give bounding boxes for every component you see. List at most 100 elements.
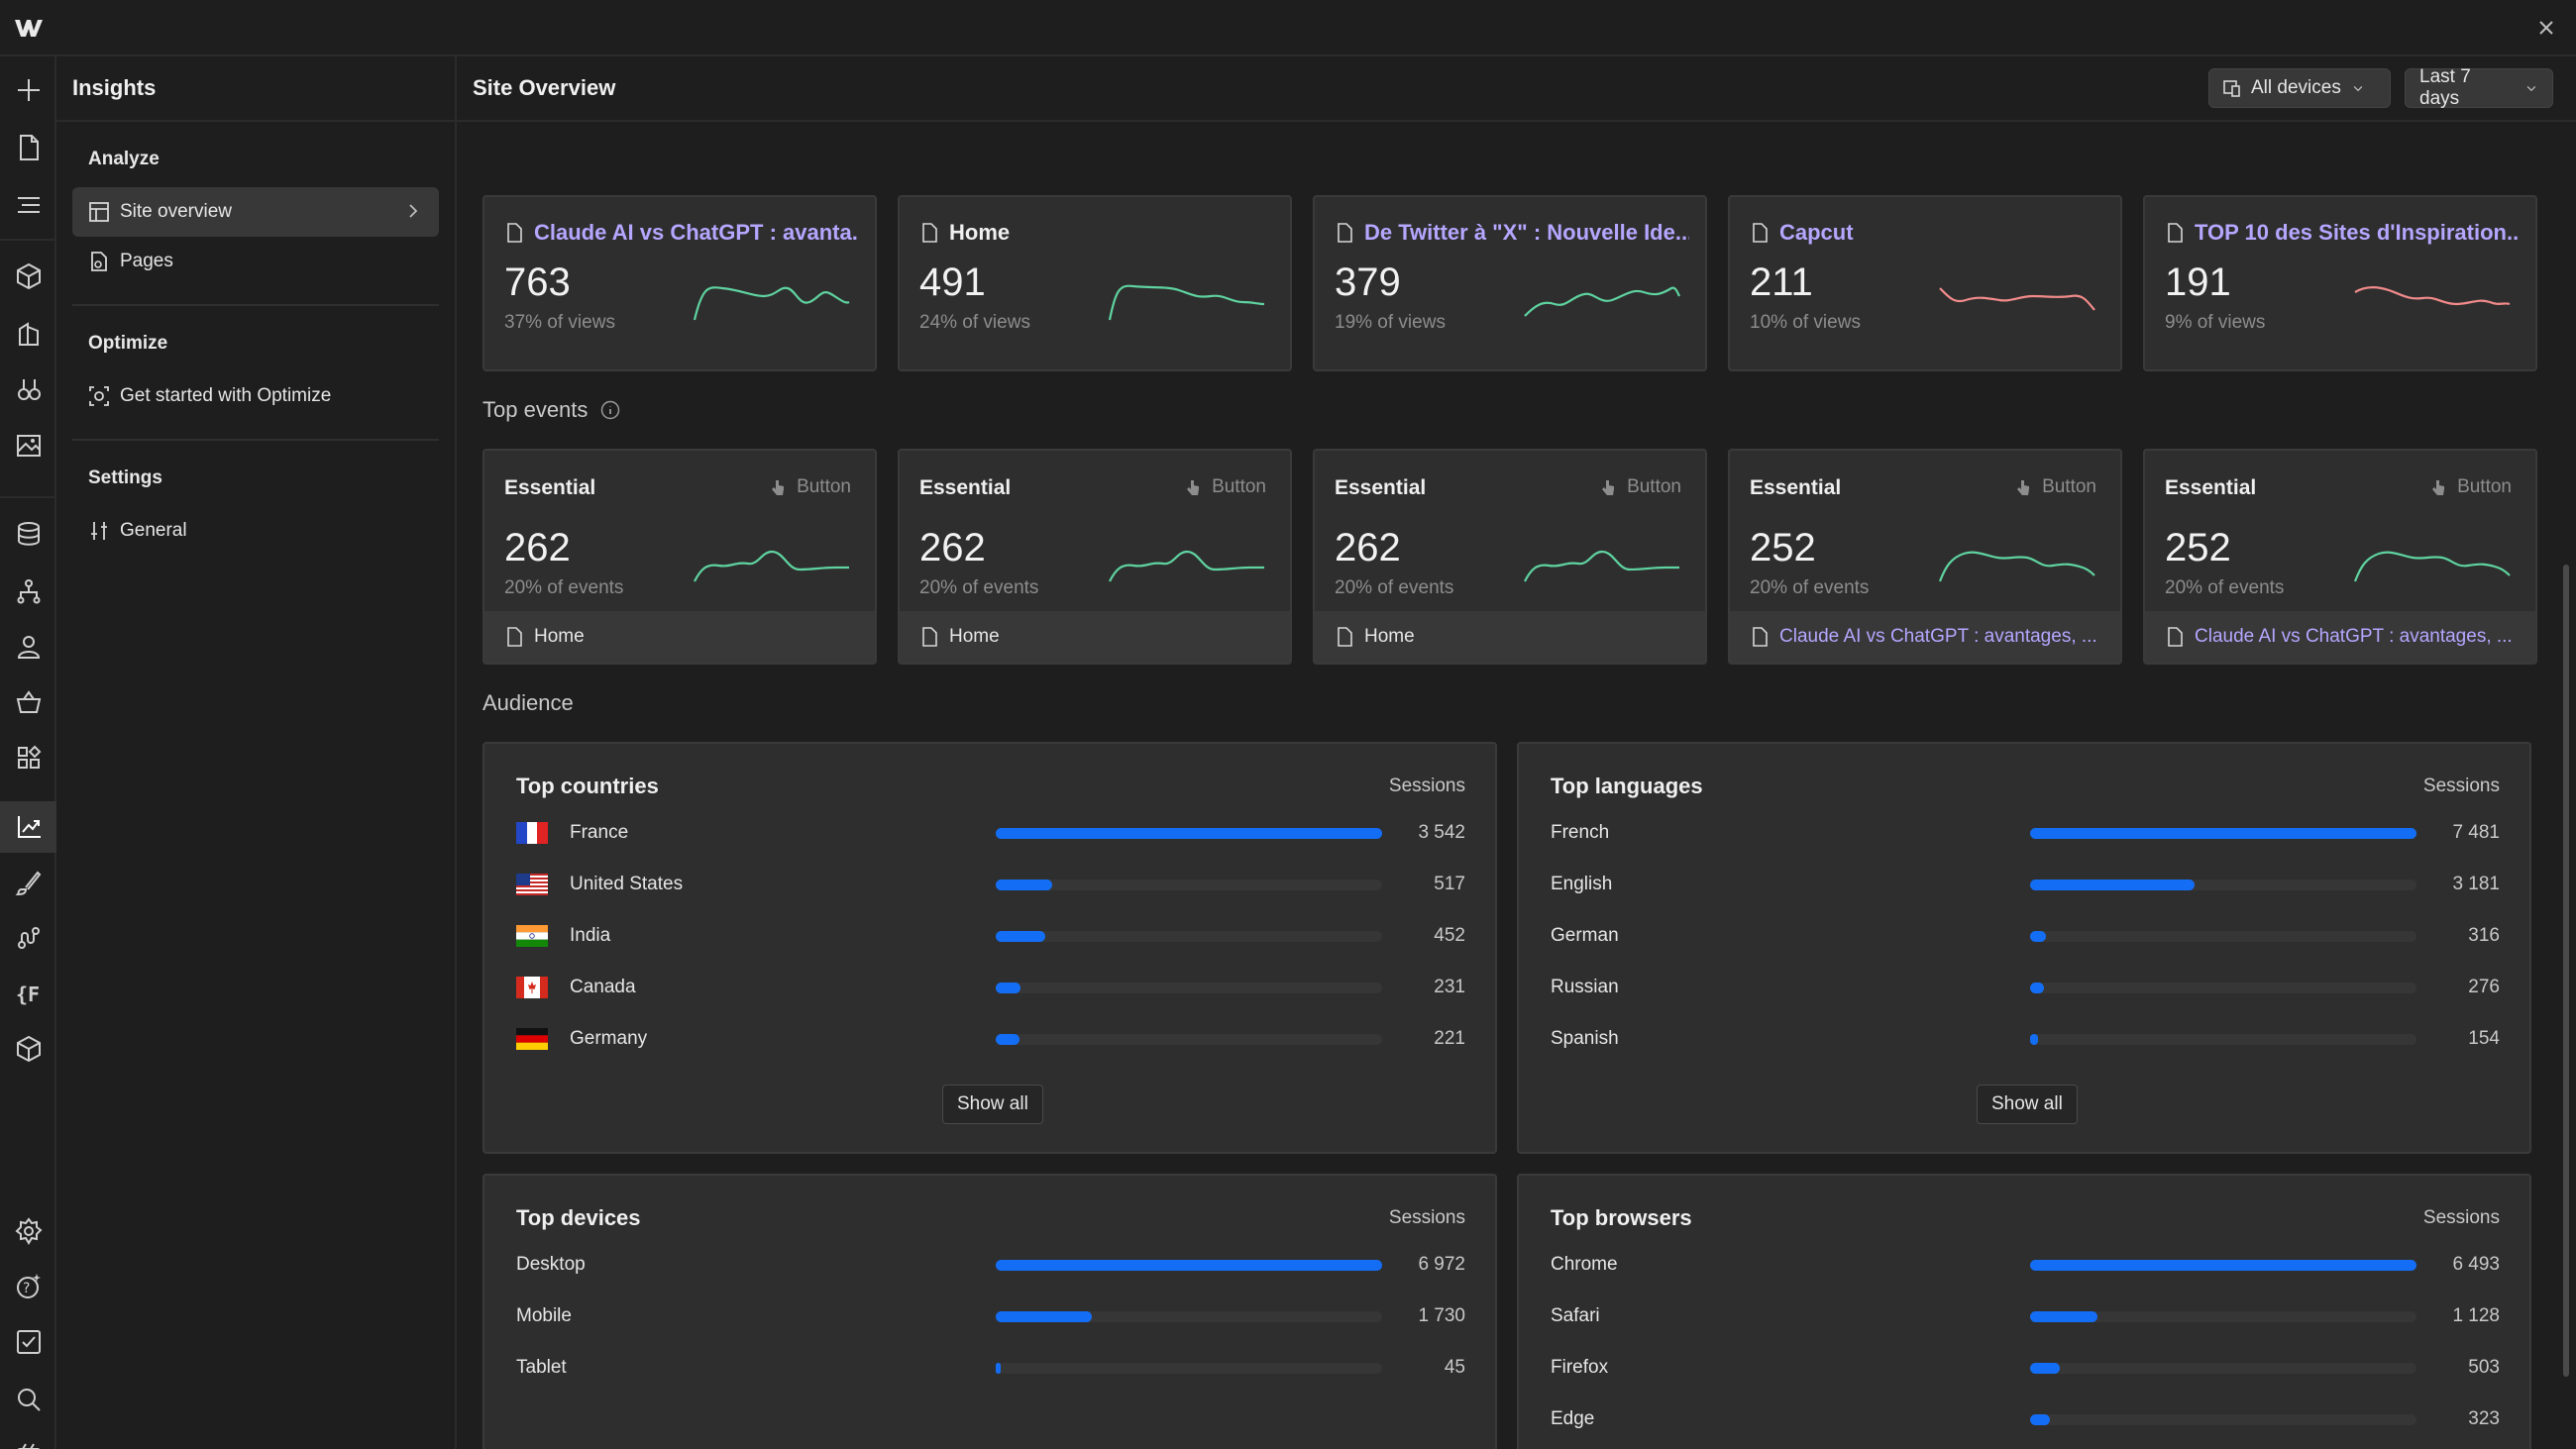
sparkline <box>694 550 849 582</box>
webflow-logo-icon[interactable] <box>14 16 44 40</box>
sparkline <box>1524 286 1680 317</box>
sessions-label: Sessions <box>2422 776 2500 796</box>
event-card[interactable]: Essential Button 262 20% of events Home <box>898 449 1292 665</box>
bar-fill <box>996 1259 1382 1271</box>
event-card[interactable]: Essential Button 262 20% of events Home <box>483 449 877 665</box>
settings-icon[interactable] <box>0 1205 56 1257</box>
flag-us-icon <box>516 874 548 895</box>
event-count: 252 <box>1750 526 1816 569</box>
devices-dropdown[interactable]: All devices <box>2208 68 2391 108</box>
sidebar-item-pages[interactable]: Pages <box>72 237 439 286</box>
list-item: English 3 181 <box>1551 865 2500 904</box>
devices-dropdown-label: All devices <box>2251 77 2341 98</box>
page-card-title[interactable]: Claude AI vs ChatGPT : avanta... <box>504 219 859 247</box>
pointer-icon <box>772 480 785 495</box>
sidebar-item-general[interactable]: General <box>72 506 439 556</box>
page-card[interactable]: De Twitter à "X" : Nouvelle Ide... 379 1… <box>1313 195 1707 371</box>
components-icon[interactable] <box>0 251 56 302</box>
page-views-share: 9% of views <box>2165 312 2266 333</box>
page-card-title[interactable]: Home <box>919 219 1274 247</box>
event-page-link[interactable]: Home <box>484 611 875 663</box>
box-icon[interactable] <box>0 1023 56 1075</box>
info-icon[interactable] <box>599 399 621 421</box>
pointer-icon <box>1602 480 1615 495</box>
list-item-label: German <box>1551 925 1619 946</box>
page-card[interactable]: Home 491 24% of views <box>898 195 1292 371</box>
sidebar-item-get-started[interactable]: Get started with Optimize <box>72 371 439 421</box>
list-item-label: Germany <box>570 1028 648 1049</box>
chevron-down-icon <box>2353 86 2363 92</box>
insights-icon[interactable] <box>0 801 56 853</box>
main-header: Site Overview All devices Last 7 days <box>457 56 2576 122</box>
event-type: Button <box>1599 476 1681 498</box>
event-card[interactable]: Essential Button 252 20% of events Claud… <box>2143 449 2537 665</box>
page-views-count: 491 <box>919 260 986 304</box>
logic-icon[interactable] <box>0 566 56 617</box>
page-icon[interactable] <box>0 122 56 173</box>
list-item: France 3 542 <box>516 813 1465 853</box>
navigator-icon[interactable] <box>0 179 56 231</box>
event-share: 20% of events <box>919 577 1039 598</box>
page-card[interactable]: Claude AI vs ChatGPT : avanta... 763 37%… <box>483 195 877 371</box>
event-count: 252 <box>2165 526 2231 569</box>
event-page-link[interactable]: Claude AI vs ChatGPT : avantages, ... <box>2145 611 2535 663</box>
add-icon[interactable] <box>0 64 56 116</box>
bar-track <box>2030 930 2416 942</box>
page-icon <box>1338 223 1352 243</box>
video-icon[interactable] <box>0 1429 56 1449</box>
date-range-dropdown[interactable]: Last 7 days <box>2405 66 2553 109</box>
list-item: United States 517 <box>516 865 1465 904</box>
styles-icon[interactable] <box>0 363 56 415</box>
page-card[interactable]: TOP 10 des Sites d'Inspiration... 191 9%… <box>2143 195 2537 371</box>
event-page-link[interactable]: Home <box>1315 611 1705 663</box>
bar-fill <box>2030 982 2045 993</box>
optimize-heading: Optimize <box>88 333 168 354</box>
event-category: Essential <box>1750 476 1842 499</box>
close-icon[interactable] <box>2534 16 2558 40</box>
pointer-icon <box>2432 480 2445 495</box>
event-page-link[interactable]: Claude AI vs ChatGPT : avantages, ... <box>1730 611 2120 663</box>
sidebar-item-site-overview[interactable]: Site overview <box>72 187 439 237</box>
page-card-title[interactable]: TOP 10 des Sites d'Inspiration... <box>2165 219 2520 247</box>
event-card[interactable]: Essential Button 252 20% of events Claud… <box>1728 449 2122 665</box>
list-item-label: Safari <box>1551 1305 1600 1326</box>
assets-icon[interactable] <box>0 419 56 470</box>
cms-icon[interactable] <box>0 308 56 360</box>
list-item: Mobile 1 730 <box>516 1296 1465 1336</box>
list-item-label: French <box>1551 822 1610 843</box>
page-card-title[interactable]: De Twitter à "X" : Nouvelle Ide... <box>1335 219 1689 247</box>
page-icon <box>2168 627 2183 647</box>
page-card[interactable]: Capcut 211 10% of views <box>1728 195 2122 371</box>
list-item-value: 231 <box>1434 977 1465 997</box>
variables-icon[interactable]: {F <box>0 968 56 1019</box>
sparkline <box>1939 287 2095 311</box>
bar-fill <box>996 879 1052 890</box>
show-all-button[interactable]: Show all <box>942 1085 1043 1124</box>
sparkline <box>1524 550 1679 582</box>
bar-fill <box>2030 930 2047 942</box>
bar-track <box>996 982 1382 993</box>
list-item-value: 276 <box>2468 977 2500 997</box>
brush-icon[interactable] <box>0 857 56 908</box>
checklist-icon[interactable] <box>0 1316 56 1368</box>
show-all-button[interactable]: Show all <box>1977 1085 2078 1124</box>
help-icon[interactable]: ? <box>0 1261 56 1312</box>
search-icon[interactable] <box>0 1374 56 1425</box>
page-card-title[interactable]: Capcut <box>1750 219 2104 247</box>
sidebar-item-label: Site overview <box>120 201 232 222</box>
scrollbar[interactable] <box>2563 565 2569 1377</box>
list-item-value: 3 181 <box>2452 874 2500 894</box>
page-icon <box>1753 627 1768 647</box>
list-item-label: English <box>1551 874 1613 894</box>
list-item: Spanish 154 <box>1551 1019 2500 1059</box>
bar-fill <box>996 1310 1092 1322</box>
apps-icon[interactable] <box>0 732 56 783</box>
users-icon[interactable] <box>0 621 56 673</box>
ecommerce-icon[interactable] <box>0 676 56 728</box>
flows-icon[interactable] <box>0 912 56 964</box>
page-icon <box>507 627 522 647</box>
sidebar-item-label: Pages <box>120 251 173 271</box>
event-card[interactable]: Essential Button 262 20% of events Home <box>1313 449 1707 665</box>
event-page-link[interactable]: Home <box>900 611 1290 663</box>
database-icon[interactable] <box>0 508 56 560</box>
